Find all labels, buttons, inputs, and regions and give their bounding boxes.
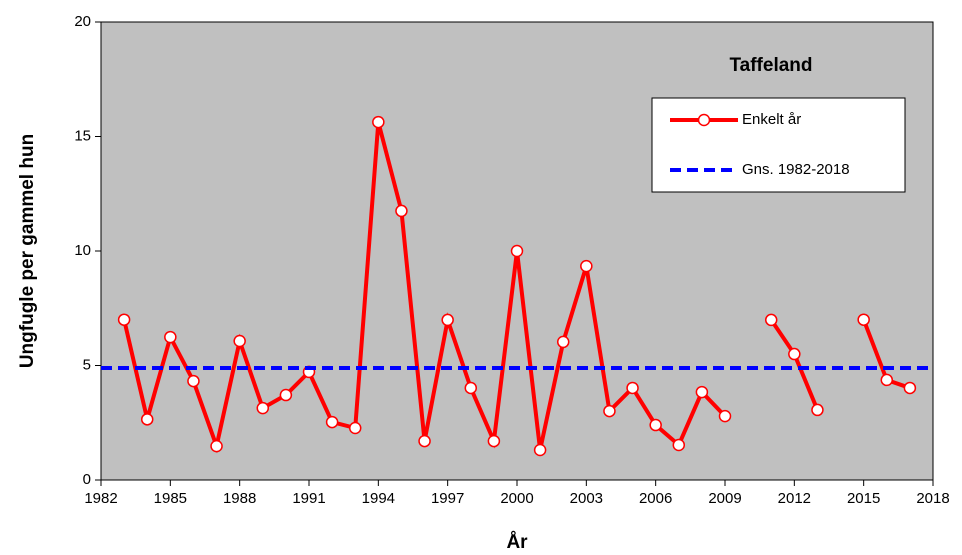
point <box>510 244 524 258</box>
point <box>903 381 917 395</box>
legend-label: Gns. 1982-2018 <box>742 161 850 178</box>
y-tick-label: 15 <box>74 127 91 144</box>
y-tick-label: 5 <box>83 356 91 373</box>
x-tick-label: 1994 <box>362 490 395 507</box>
point <box>603 404 616 418</box>
legend-label: Enkelt år <box>742 111 801 128</box>
point <box>441 313 454 327</box>
point <box>279 388 293 402</box>
point <box>580 259 593 273</box>
point <box>672 438 686 452</box>
point <box>140 413 154 426</box>
point <box>649 418 662 432</box>
point <box>880 373 894 387</box>
y-tick-label: 0 <box>83 471 91 488</box>
y-tick-label: 20 <box>74 13 91 30</box>
legend-box <box>651 97 906 193</box>
x-tick-label: 2006 <box>639 490 672 507</box>
point <box>695 385 709 399</box>
x-tick-label: 2003 <box>570 490 603 507</box>
x-tick-label: 2009 <box>708 490 741 507</box>
x-tick-label: 2012 <box>778 490 811 507</box>
point <box>626 381 639 395</box>
point <box>857 313 870 326</box>
point <box>164 330 177 344</box>
x-axis-label: År <box>506 532 528 553</box>
point <box>533 443 547 457</box>
point <box>418 434 431 448</box>
point <box>210 439 223 453</box>
point <box>233 334 246 348</box>
point <box>788 347 801 361</box>
point <box>187 374 200 388</box>
point <box>718 409 732 423</box>
y-axis-label: Ungfugle per gammel hun <box>17 134 38 368</box>
x-tick-label: 1982 <box>84 490 117 507</box>
point <box>256 401 270 415</box>
point <box>372 115 385 129</box>
x-tick-label: 1988 <box>223 490 256 507</box>
point <box>487 434 501 448</box>
x-tick-label: 2000 <box>500 490 533 507</box>
point <box>348 421 362 435</box>
x-tick-label: 1991 <box>292 490 325 507</box>
point <box>325 415 339 429</box>
point <box>464 381 478 395</box>
point <box>764 313 778 327</box>
point <box>811 403 824 417</box>
x-tick-label: 2018 <box>916 490 949 507</box>
x-tick-label: 1997 <box>431 490 464 507</box>
legend-marker <box>697 113 711 127</box>
point <box>556 335 570 349</box>
point <box>395 204 408 218</box>
chart-title: Taffeland <box>729 55 812 76</box>
x-tick-label: 2015 <box>847 490 880 507</box>
y-tick-label: 10 <box>74 242 91 259</box>
x-tick-label: 1985 <box>154 490 187 507</box>
point <box>117 313 131 326</box>
